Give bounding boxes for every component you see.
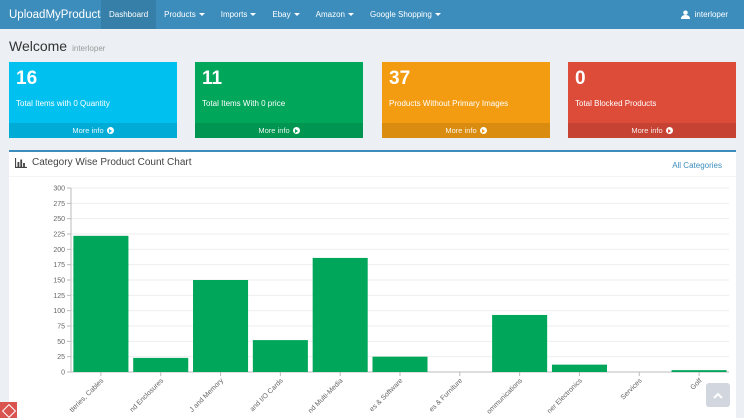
- x-tick-label: es & Furniture: [428, 377, 464, 413]
- y-tick-label: 225: [53, 232, 65, 239]
- x-tick-label: es & Software: [369, 377, 405, 413]
- chart-bar: [133, 357, 189, 372]
- page-header: Welcome interloper: [0, 29, 744, 57]
- y-tick-label: 300: [53, 186, 65, 193]
- info-box-label: Total Items With 0 price: [202, 99, 286, 108]
- info-box-value: 11: [202, 68, 223, 89]
- arrow-circle-right-icon: [479, 127, 487, 134]
- info-box-label: Total Items with 0 Quantity: [16, 99, 110, 108]
- y-tick-label: 125: [53, 293, 65, 300]
- x-tick-label: ommunications: [486, 377, 525, 416]
- chart-panel-title: Category Wise Product Count Chart: [15, 157, 192, 168]
- more-info-link[interactable]: More info: [195, 123, 363, 138]
- info-box-zero-quantity: 16 Total Items with 0 Quantity More info: [9, 62, 177, 138]
- nav-amazon[interactable]: Amazon: [308, 0, 362, 29]
- y-tick-label: 25: [57, 354, 65, 361]
- caret-down-icon: [434, 13, 441, 16]
- corner-logo-icon: [0, 402, 17, 418]
- all-categories-link[interactable]: All Categories: [672, 161, 722, 170]
- y-tick-label: 275: [53, 201, 65, 208]
- bar-chart-icon: [15, 157, 27, 168]
- y-tick-label: 175: [53, 262, 65, 269]
- chart-bar: [492, 314, 548, 372]
- nav-amazon-label: Amazon: [315, 10, 345, 19]
- info-box-blocked-products: 0 Total Blocked Products More info: [568, 62, 736, 138]
- x-tick-label: and I/O Cards: [249, 377, 285, 413]
- more-info-link[interactable]: More info: [382, 123, 550, 138]
- x-tick-label: J and Memory: [189, 377, 226, 414]
- nav-spacer: [449, 0, 673, 29]
- panel-divider: [9, 176, 736, 177]
- chart-bar: [193, 280, 249, 372]
- arrow-circle-right-icon: [665, 127, 673, 134]
- caret-down-icon: [293, 13, 300, 16]
- y-tick-label: 0: [61, 370, 65, 377]
- page-title: Welcome: [9, 38, 68, 54]
- y-tick-label: 50: [57, 339, 65, 346]
- chart-bar: [372, 356, 428, 372]
- page-subtitle: interloper: [72, 44, 106, 53]
- x-tick-label: Golf: [689, 377, 703, 391]
- nav-products-label: Products: [164, 10, 196, 19]
- info-box-zero-price: 11 Total Items With 0 price More info: [195, 62, 363, 138]
- info-box-value: 0: [575, 68, 586, 89]
- chart-title-text: Category Wise Product Count Chart: [32, 157, 192, 168]
- x-tick-label: nd Multi-Media: [307, 377, 344, 414]
- nav-ebay-label: Ebay: [272, 10, 291, 19]
- info-box-no-primary-images: 37 Products Without Primary Images More …: [382, 62, 550, 138]
- y-tick-label: 200: [53, 247, 65, 254]
- arrow-circle-right-icon: [106, 127, 114, 134]
- more-info-label: More info: [631, 126, 663, 135]
- chart-bar: [551, 364, 607, 372]
- more-info-label: More info: [445, 126, 477, 135]
- nav-ebay[interactable]: Ebay: [264, 0, 307, 29]
- y-tick-label: 100: [53, 308, 65, 315]
- nav-imports-label: Imports: [220, 10, 248, 19]
- info-box-value: 37: [389, 68, 411, 89]
- user-name: interloper: [694, 10, 728, 19]
- nav-imports[interactable]: Imports: [213, 0, 265, 29]
- chart-panel: Category Wise Product Count Chart All Ca…: [9, 150, 736, 418]
- nav-google-shopping[interactable]: Google Shopping: [362, 0, 449, 29]
- x-tick-label: nd Enclosures: [129, 377, 166, 414]
- nav-products[interactable]: Products: [156, 0, 213, 29]
- more-info-link[interactable]: More info: [9, 123, 177, 138]
- x-tick-label: Services: [620, 377, 644, 401]
- more-info-label: More info: [258, 126, 290, 135]
- y-tick-label: 75: [57, 324, 65, 331]
- chart-bar: [73, 235, 129, 372]
- x-tick-label: tteries, Cables: [69, 377, 106, 414]
- info-box-label: Total Blocked Products: [575, 99, 657, 108]
- nav-dashboard[interactable]: Dashboard: [101, 0, 157, 29]
- chart-bar: [312, 257, 368, 372]
- caret-down-icon: [347, 13, 354, 16]
- x-tick-label: ner Electronics: [546, 377, 584, 415]
- top-navbar: UploadMyProducts Dashboard Products Impo…: [0, 0, 744, 29]
- y-tick-label: 250: [53, 216, 65, 223]
- nav-google-shopping-label: Google Shopping: [369, 10, 432, 19]
- info-box-value: 16: [16, 68, 38, 89]
- chart-bar: [671, 370, 727, 372]
- user-icon: [680, 10, 690, 19]
- caret-down-icon: [198, 13, 205, 16]
- caret-down-icon: [250, 13, 257, 16]
- info-box-row: 16 Total Items with 0 Quantity More info…: [9, 62, 739, 138]
- more-info-label: More info: [72, 126, 104, 135]
- category-bar-chart: 0 25 50 75 100 125 150 175 200 225 250 275 300 tterie…: [53, 186, 729, 416]
- info-box-label: Products Without Primary Images: [389, 99, 509, 108]
- brand-logo[interactable]: UploadMyProducts: [9, 8, 107, 21]
- chart-bar: [252, 340, 308, 372]
- y-tick-label: 150: [53, 278, 65, 285]
- scroll-to-top-button[interactable]: [706, 383, 730, 407]
- nav-dashboard-label: Dashboard: [109, 10, 149, 19]
- chevron-up-icon: [713, 392, 723, 399]
- user-menu[interactable]: interloper: [673, 0, 744, 29]
- more-info-link[interactable]: More info: [568, 123, 736, 138]
- arrow-circle-right-icon: [292, 127, 300, 134]
